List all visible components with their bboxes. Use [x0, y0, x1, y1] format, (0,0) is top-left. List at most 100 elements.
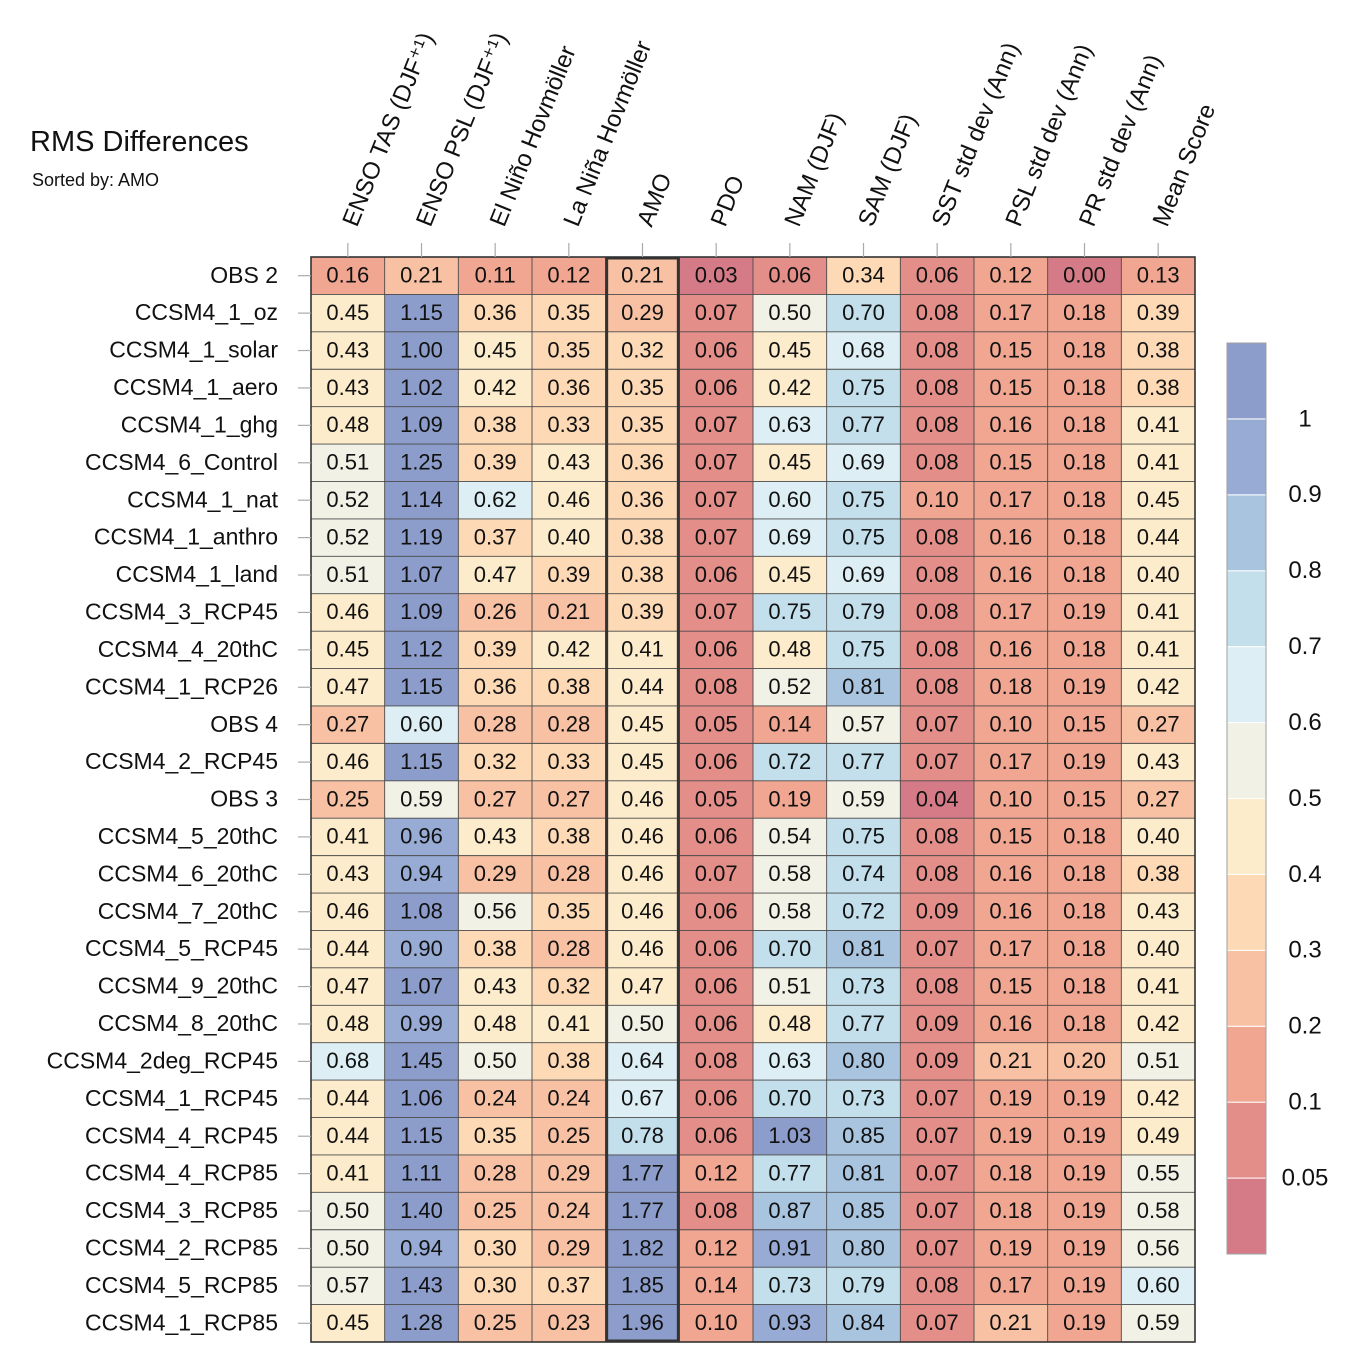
cell-value-label: 0.04 [916, 786, 959, 811]
heatmap-cell [900, 1154, 974, 1193]
heatmap-cell [900, 1005, 974, 1043]
cell-value-label: 0.38 [474, 936, 517, 961]
heatmap-cell [679, 1304, 753, 1342]
heatmap-cell [900, 631, 974, 669]
cell-value-label: 0.25 [547, 1123, 590, 1148]
cell-value-label: 0.44 [326, 936, 369, 961]
cell-value-label: 0.32 [547, 973, 590, 998]
heatmap-cell [384, 257, 459, 295]
heatmap-cell [826, 1304, 901, 1342]
cell-value-label: 0.12 [547, 263, 590, 288]
cell-value-label: 0.30 [474, 1235, 517, 1260]
heatmap-cell [1047, 556, 1122, 594]
heatmap-cell [458, 855, 532, 894]
cell-value-label: 0.17 [989, 599, 1032, 624]
cell-value-label: 0.37 [547, 1273, 590, 1298]
cell-value-label: 0.94 [400, 861, 443, 886]
cell-value-label: 0.29 [547, 1160, 590, 1185]
heatmap-cell [974, 518, 1048, 557]
heatmap-cell [753, 1304, 827, 1342]
cell-value-label: 0.30 [474, 1273, 517, 1298]
heatmap-cell [900, 1080, 974, 1118]
cell-value-label: 0.57 [326, 1273, 369, 1298]
row-label: CCSM4_2_RCP85 [85, 1235, 278, 1261]
cell-value-label: 0.43 [1137, 899, 1180, 924]
colorbar-tick-label: 0.5 [1288, 785, 1321, 812]
cell-value-label: 0.45 [326, 1310, 369, 1335]
heatmap-cell [458, 967, 532, 1006]
heatmap-cell [384, 444, 459, 482]
heatmap-cell [1047, 1154, 1122, 1193]
cell-value-label: 0.59 [400, 786, 443, 811]
colorbar-segment [1226, 418, 1267, 496]
heatmap-cell [532, 1304, 606, 1342]
cell-value-label: 0.47 [326, 973, 369, 998]
cell-value-label: 0.19 [989, 1086, 1032, 1111]
column-label: AMO [632, 169, 678, 230]
heatmap-cell [1121, 1042, 1195, 1081]
heatmap-cell [384, 1267, 459, 1305]
cell-value-label: 1.14 [400, 487, 443, 512]
cell-value-label: 0.80 [842, 1048, 885, 1073]
heatmap-cell [311, 406, 385, 445]
heatmap-cell [311, 518, 385, 557]
colorbar-tick-label: 0.4 [1288, 861, 1321, 888]
heatmap-cell [974, 556, 1048, 594]
cell-value-label: 0.46 [621, 861, 664, 886]
cell-value-label: 0.18 [1063, 450, 1106, 475]
cell-value-label: 0.11 [475, 263, 516, 288]
cell-value-label: 0.06 [695, 375, 738, 400]
heatmap-cell [679, 818, 753, 856]
cell-value-label: 0.32 [474, 749, 517, 774]
cell-value-label: 0.38 [621, 524, 664, 549]
cell-value-label: 0.16 [989, 861, 1032, 886]
heatmap-cell [311, 967, 385, 1006]
heatmap-cell [1047, 855, 1122, 894]
heatmap-cell [1121, 406, 1195, 445]
cell-value-label: 0.50 [474, 1048, 517, 1073]
heatmap-cell [311, 855, 385, 894]
cell-value-label: 0.18 [1063, 861, 1106, 886]
heatmap-cell [384, 967, 459, 1006]
heatmap-cell [311, 369, 385, 407]
heatmap-cell [1047, 780, 1122, 819]
heatmap-cell [1047, 818, 1122, 856]
cell-value-label: 1.09 [400, 412, 443, 437]
cell-value-label: 0.43 [1137, 749, 1180, 774]
cell-value-label: 0.45 [768, 562, 811, 587]
cell-value-label: 0.38 [1137, 375, 1180, 400]
heatmap-cell [1121, 780, 1195, 819]
cell-value-label: 0.43 [474, 973, 517, 998]
cell-value-label: 1.15 [400, 749, 443, 774]
heatmap-cell [458, 556, 532, 594]
heatmap-cell [679, 1267, 753, 1305]
heatmap-cell [532, 556, 606, 594]
cell-value-label: 0.12 [695, 1160, 738, 1185]
cell-value-label: 0.46 [621, 936, 664, 961]
heatmap-cell [826, 1154, 901, 1193]
cell-value-label: 0.06 [695, 637, 738, 662]
cell-value-label: 0.29 [547, 1235, 590, 1260]
cell-value-label: 0.41 [326, 1160, 369, 1185]
cell-value-label: 0.18 [1063, 524, 1106, 549]
heatmap-cell [1121, 481, 1195, 519]
heatmap-cell [974, 481, 1048, 519]
heatmap-cell [679, 1042, 753, 1081]
cell-value-label: 0.08 [695, 674, 738, 699]
heatmap-cell [1121, 369, 1195, 407]
cell-value-label: 0.07 [916, 749, 959, 774]
cell-value-label: 0.39 [1137, 300, 1180, 325]
cell-value-label: 0.17 [989, 487, 1032, 512]
heatmap-cell [1047, 967, 1122, 1006]
cell-value-label: 0.64 [621, 1048, 664, 1073]
cell-value-label: 1.28 [400, 1310, 443, 1335]
heatmap-cell [1121, 668, 1195, 706]
cell-value-label: 0.08 [916, 637, 959, 662]
heatmap-cell [679, 1192, 753, 1230]
cell-value-label: 0.06 [695, 824, 738, 849]
colorbar-segment [1226, 722, 1267, 799]
cell-value-label: 0.07 [916, 711, 959, 736]
cell-value-label: 1.08 [400, 899, 443, 924]
cell-value-label: 0.54 [768, 824, 811, 849]
row-label: CCSM4_6_Control [85, 449, 278, 475]
